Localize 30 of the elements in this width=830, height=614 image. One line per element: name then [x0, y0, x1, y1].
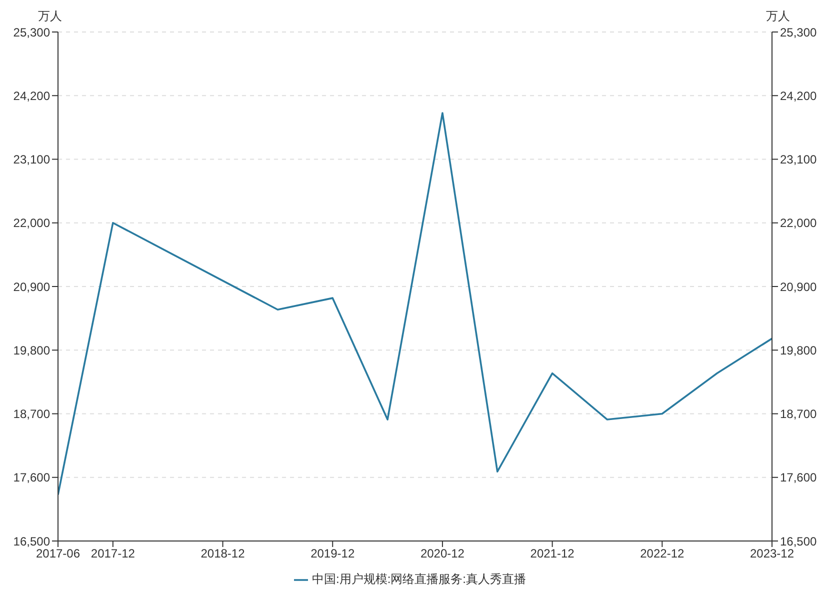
y-tick-label: 17,600 [13, 470, 50, 485]
y2-tick-label: 20,900 [780, 280, 818, 294]
y2-tick-label: 17,600 [780, 470, 818, 485]
x-tick-label: 2021-12 [530, 546, 575, 561]
y-tick-label: 23,100 [13, 152, 50, 167]
x-tick-label: 2017-12 [90, 546, 136, 561]
y-axis-title: 万人 [38, 8, 62, 25]
x-tick-label: 2017-06 [36, 546, 80, 561]
x-tick-label: 2023-12 [750, 546, 794, 561]
y-tick-label: 24,200 [13, 88, 50, 103]
y-tick-label: 25,300 [13, 25, 50, 40]
y2-tick-label: 18,700 [780, 407, 818, 422]
legend-label: 中国:用户规模:网络直播服务:真人秀直播 [312, 572, 526, 586]
y2-tick-label: 25,300 [780, 25, 818, 40]
y-tick-label: 18,700 [13, 407, 50, 422]
y2-axis-title: 万人 [766, 8, 790, 25]
line-series [58, 112, 772, 496]
y2-tick-label: 24,200 [780, 88, 818, 103]
y-tick-label: 16,500 [13, 534, 50, 548]
y-tick-label: 22,000 [13, 216, 50, 230]
y-tick-label: 19,800 [13, 343, 50, 358]
x-tick-label: 2022-12 [640, 546, 684, 561]
y2-tick-label: 23,100 [780, 152, 818, 167]
y2-tick-label: 19,800 [780, 343, 818, 358]
x-tick-label: 2019-12 [310, 546, 355, 561]
y2-tick-label: 22,000 [780, 216, 818, 230]
y2-tick-label: 16,500 [780, 534, 818, 548]
x-tick-label: 2018-12 [200, 546, 246, 561]
y-tick-label: 20,900 [13, 280, 50, 294]
x-tick-label: 2020-12 [420, 546, 465, 561]
